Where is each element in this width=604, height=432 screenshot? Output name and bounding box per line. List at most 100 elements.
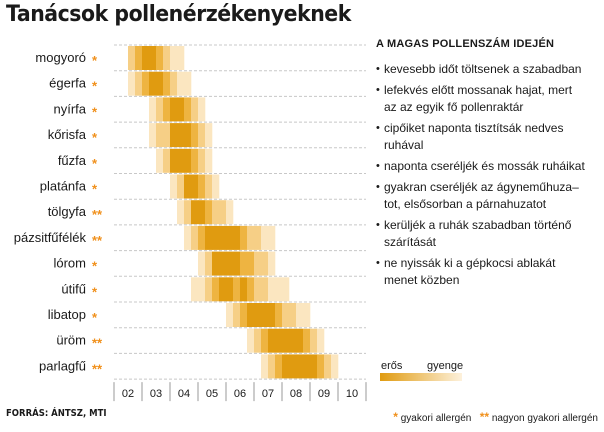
heatmap-cell — [282, 277, 290, 302]
heatmap-cell — [254, 303, 262, 327]
heatmap-cell — [261, 303, 269, 327]
heatmap-cell — [247, 303, 255, 327]
heatmap-cell — [268, 303, 276, 327]
x-tick-label: 09 — [318, 388, 330, 400]
heatmap-cell — [275, 303, 283, 327]
heatmap-cell — [261, 277, 269, 302]
heatmap-cell — [205, 277, 213, 302]
heatmap-cell — [170, 71, 178, 96]
heatmap-cell — [226, 277, 234, 302]
heatmap-cell — [163, 46, 171, 70]
advice-item-line: lefekvés előtt mossanak hajat, mert — [384, 83, 573, 97]
heatmap-cell — [191, 277, 199, 302]
allergen-star: * — [92, 130, 98, 145]
heatmap-cell — [191, 174, 199, 199]
plant-labels: mogyoró * égerfa * nyírfa * kőrisfa * fűzfa * plat… — [14, 50, 103, 376]
advice-item-line: menet közben — [384, 273, 460, 287]
plant-label: üröm — [56, 333, 86, 348]
advice-item-line: szárítását — [384, 235, 437, 249]
heatmap-cell — [303, 303, 311, 327]
heatmap-cell — [177, 148, 185, 173]
advice-item: cipőiket naponta tisztítsák nedves ruháva… — [376, 120, 602, 154]
plant-label: lórom — [53, 256, 86, 271]
heatmap-cell — [128, 71, 136, 96]
heatmap-cell — [254, 328, 262, 353]
allergen-star: ** — [92, 336, 103, 351]
heatmap-cell — [191, 200, 199, 225]
heatmap-cell — [261, 225, 269, 250]
allergen-star: * — [92, 310, 98, 325]
heatmap-cell — [191, 97, 199, 122]
heatmap-cell — [142, 46, 150, 70]
heatmap-cell — [191, 123, 199, 148]
heatmap-cell — [275, 277, 283, 302]
heatmap-cell — [240, 303, 248, 327]
heatmap-cell — [205, 148, 213, 173]
heatmap-cell — [212, 251, 220, 276]
heatmap-row — [114, 147, 366, 173]
heatmap-cell — [303, 328, 311, 353]
heatmap-cell — [296, 303, 304, 327]
advice-item-line: ne nyissák ki a gépkocsi ablakát — [384, 256, 556, 270]
advice-item: kevesebb időt töltsenek a szabadban — [376, 61, 602, 78]
heatmap-cell — [184, 174, 192, 199]
heatmap-cell — [149, 71, 157, 96]
heatmap-cell — [226, 303, 234, 327]
advice-item-line: ruhával — [384, 138, 424, 152]
plant-label: égerfa — [49, 76, 87, 91]
heatmap-rows — [114, 44, 366, 380]
x-tick-label: 10 — [346, 388, 358, 400]
heatmap-row — [114, 275, 366, 302]
heatmap-cell — [324, 354, 332, 379]
heatmap-cell — [240, 277, 248, 302]
heatmap-cell — [184, 148, 192, 173]
heatmap-cell — [142, 71, 150, 96]
allergen-star: * — [92, 53, 98, 68]
allergen-star: * — [92, 104, 98, 119]
heatmap-row — [114, 121, 366, 148]
single-star-symbol: * — [393, 410, 398, 424]
advice-item: kerüljék a ruhák szabadban történő szárít… — [376, 217, 602, 251]
heatmap-cell — [184, 200, 192, 225]
heatmap-cell — [212, 200, 220, 225]
heatmap-cell — [226, 200, 234, 225]
heatmap-cell — [128, 46, 136, 70]
advice-item-line: az az egyik fő pollenraktár — [384, 100, 524, 114]
heatmap-row — [114, 224, 366, 250]
plant-label: útifű — [61, 281, 86, 296]
heatmap-cell — [261, 354, 269, 379]
allergen-star: * — [92, 182, 98, 197]
heatmap-cell — [177, 174, 185, 199]
heatmap-cell — [191, 148, 199, 173]
heatmap-cell — [177, 123, 185, 148]
heatmap-cell — [268, 354, 276, 379]
heatmap-cell — [268, 277, 276, 302]
double-star-label: nagyon gyakori allergén — [491, 413, 598, 424]
heatmap-cell — [289, 354, 297, 379]
heatmap-cell — [198, 97, 206, 122]
heatmap-cell — [219, 200, 227, 225]
heatmap-cell — [163, 148, 171, 173]
allergen-star: ** — [92, 207, 103, 222]
allergen-star: ** — [92, 361, 103, 376]
heatmap-cell — [191, 225, 199, 250]
heatmap-cell — [170, 123, 178, 148]
allergen-star: ** — [92, 233, 103, 248]
advice-list: kevesebb időt töltsenek a szabadban lefek… — [376, 61, 602, 289]
heatmap-cell — [219, 251, 227, 276]
heatmap-row — [114, 70, 366, 96]
advice-item-line: naponta cseréljék és mossák ruháikat — [384, 159, 585, 173]
plant-label: tölgyfa — [48, 204, 87, 219]
heatmap-cell — [205, 174, 213, 199]
heatmap-cell — [177, 200, 185, 225]
heatmap-cell — [198, 277, 206, 302]
advice-item-line: kevesebb időt töltsenek a szabadban — [384, 62, 582, 76]
heatmap-cell — [170, 46, 178, 70]
x-tick-label: 05 — [206, 388, 218, 400]
allergen-star: * — [92, 284, 98, 299]
heatmap-cell — [149, 123, 157, 148]
x-tick-label: 06 — [234, 388, 246, 400]
heatmap-cell — [198, 200, 206, 225]
heatmap-cell — [296, 354, 304, 379]
plant-label: pázsitfűfélék — [14, 230, 87, 245]
